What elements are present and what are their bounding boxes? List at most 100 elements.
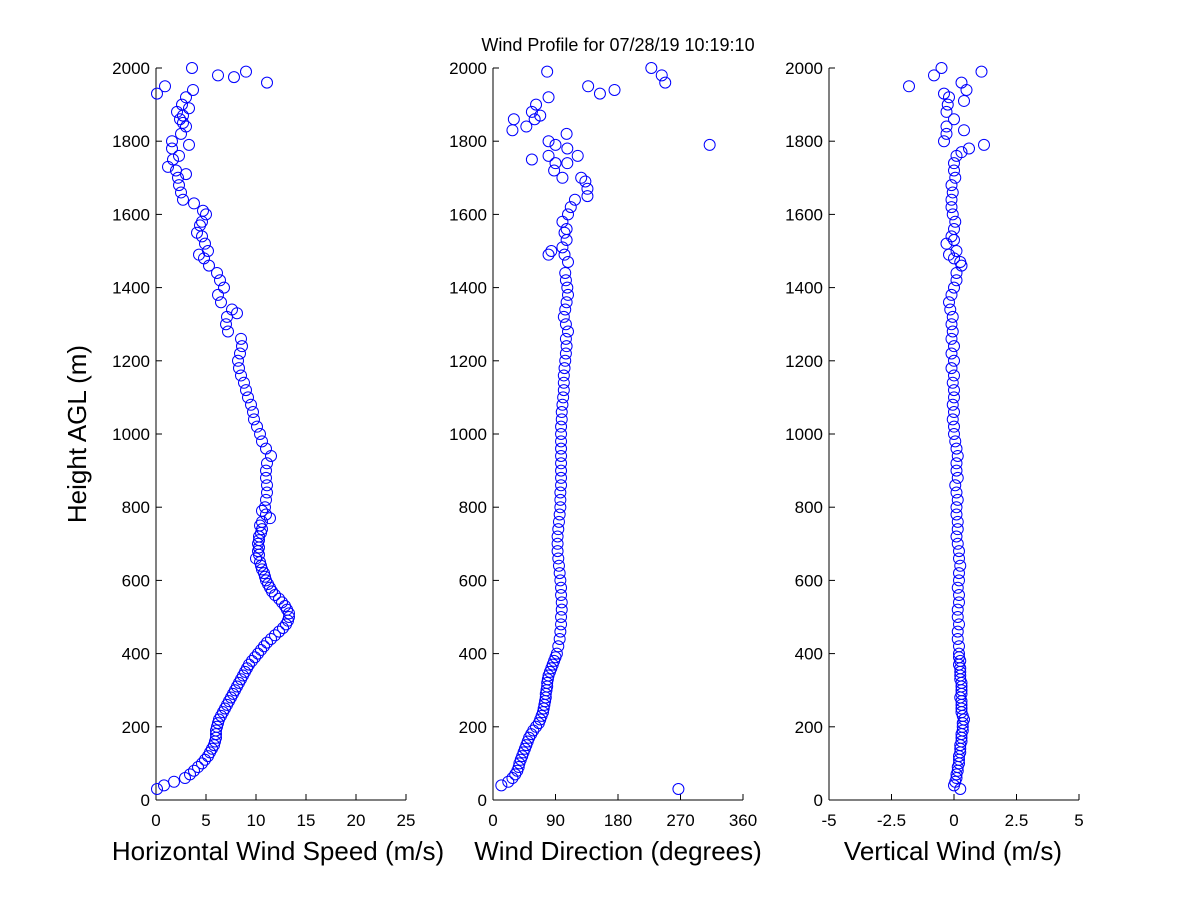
data-point [177,116,189,129]
data-point [950,508,963,521]
data-point [214,274,226,287]
data-point [555,581,568,594]
data-point [945,179,958,192]
data-point [953,545,965,558]
data-point [672,783,685,796]
data-point [568,193,581,206]
data-point [173,149,185,162]
data-point [186,62,198,74]
data-point [555,603,568,616]
data-point [582,80,595,93]
data-point [273,592,285,605]
x-tick-label: 25 [397,811,416,830]
data-point [948,157,960,170]
data-point [555,435,568,448]
data-point [255,643,267,656]
data-point [951,603,964,616]
data-point [555,596,568,609]
data-point [502,775,515,788]
data-point [950,442,963,455]
y-tick-label: 1800 [449,132,487,151]
data-point [202,245,214,257]
data-point [559,266,572,279]
data-point [958,124,970,137]
y-tick-label: 1200 [112,352,150,371]
data-point [261,636,273,649]
data-point [560,223,573,236]
y-tick-label: 800 [459,498,487,517]
data-point [541,673,554,686]
data-point [945,288,958,301]
data-point [950,530,963,543]
data-point [951,493,964,506]
y-tick-label: 1800 [112,132,150,151]
data-point [946,310,959,323]
data-point [946,325,959,338]
data-point [955,146,968,159]
data-point [550,647,563,660]
data-point [949,171,962,184]
data-point [552,640,565,653]
data-point [260,442,272,455]
x-tick-label: 20 [347,811,366,830]
x-tick-label: -5 [821,811,836,830]
data-point [555,449,568,462]
data-point [978,138,990,151]
data-point [265,632,277,645]
data-point [556,171,569,184]
data-point [512,761,525,774]
data-point [250,552,262,565]
data-point [950,245,963,257]
data-point [608,83,621,96]
data-point [951,625,964,638]
data-point [236,340,248,353]
data-point [948,406,960,419]
data-point [645,62,658,74]
data-point [552,515,565,528]
data-point [541,65,554,78]
data-point [558,248,571,261]
data-point [954,559,967,572]
data-point [943,296,955,309]
data-point [557,384,570,397]
data-point [258,640,270,653]
data-point [238,376,250,389]
x-tick-label: 10 [247,811,266,830]
data-point [945,230,958,243]
x-tick-label: 0 [151,811,160,830]
data-point [562,255,574,268]
y-tick-label: 1800 [785,132,823,151]
data-point [950,464,963,477]
data-point [945,201,958,214]
data-point [256,504,268,517]
data-point [530,98,543,111]
data-point [554,486,567,499]
data-point [561,157,574,170]
data-point [276,596,288,609]
data-point [549,138,562,151]
data-point [549,157,562,170]
data-point [273,625,285,638]
y-tick-label: 800 [795,498,823,517]
data-point [259,570,271,583]
data-point [963,142,975,155]
data-point [946,208,959,221]
y-tick-label: 200 [122,718,150,737]
data-point [949,479,962,492]
data-point [945,332,958,345]
data-point [260,464,272,477]
data-point [232,354,244,367]
data-point [953,574,965,587]
data-point [581,182,594,195]
x-tick-label: 180 [604,811,632,830]
y-tick-label: 600 [122,571,150,590]
y-tick-label: 400 [459,645,487,664]
data-point [191,226,203,239]
panel-speed-points [151,62,295,796]
data-point [562,208,574,221]
data-point [553,567,566,580]
data-point [954,783,967,796]
y-tick-label: 1000 [785,425,823,444]
data-point [228,71,240,84]
